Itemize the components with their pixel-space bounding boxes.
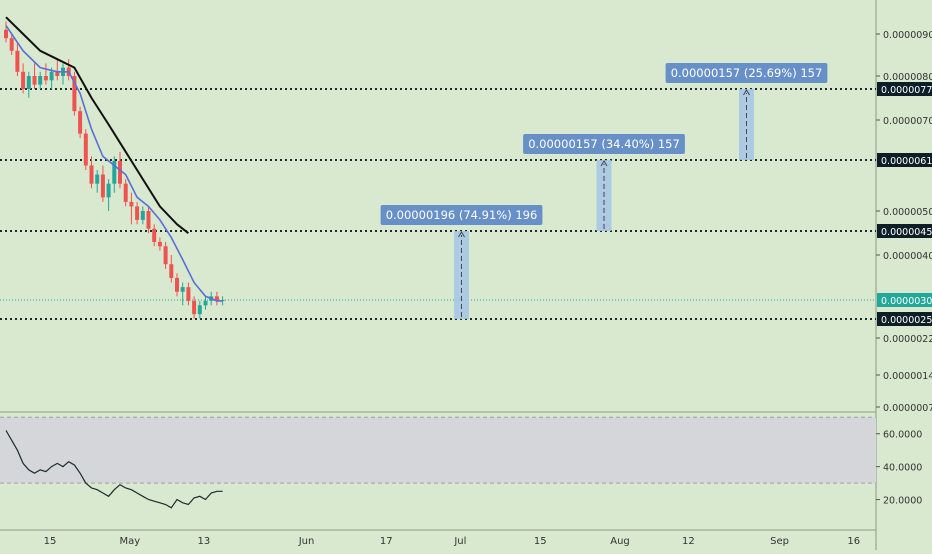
time-tick-label: 16 [847, 536, 860, 547]
candle-body [203, 300, 208, 306]
horizontal-levels[interactable] [0, 88, 876, 320]
level-price-badge [877, 312, 932, 326]
candle-body [135, 206, 140, 220]
time-tick-label: May [119, 536, 140, 547]
time-tick-label: Jul [453, 536, 466, 547]
candle-body [186, 287, 191, 301]
level-price-label: 0.00000302 [881, 296, 932, 307]
candle-body [140, 211, 145, 220]
level-price-label: 0.00000612 [881, 156, 932, 167]
rsi-band [0, 416, 876, 484]
candle-body [157, 241, 162, 247]
candle-body [106, 183, 111, 198]
rsi-line-path [5, 430, 223, 509]
candle-body [163, 246, 168, 265]
candle-body [152, 228, 157, 242]
rsi-tick-label: 40.0000 [883, 463, 922, 474]
time-tick-label: 15 [534, 536, 547, 547]
candle-body [9, 38, 14, 51]
candle-body [49, 71, 54, 81]
candle-body [32, 76, 37, 85]
candle-body [43, 76, 48, 81]
candle-body [72, 76, 77, 112]
rsi-band-fill [0, 417, 876, 484]
time-tick-label: 13 [198, 536, 211, 547]
candle-body [169, 264, 174, 278]
candle-body [146, 211, 151, 229]
time-tick-label: 15 [44, 536, 57, 547]
time-tick-label: Jun [298, 536, 315, 547]
candle-body [89, 165, 94, 184]
candle-body [197, 305, 202, 315]
ema-fast-line [5, 25, 223, 302]
candle-body [118, 160, 122, 184]
candle-body [4, 29, 8, 39]
candles [4, 21, 225, 319]
candle-body [83, 133, 88, 166]
candle-body [192, 300, 197, 315]
measure-arrow-head [458, 231, 465, 238]
candle-body [38, 76, 43, 85]
measure-label: 0.00000157 (34.40%) 157 [528, 137, 680, 151]
level-price-badge [877, 293, 932, 307]
candle-body [55, 71, 60, 76]
candle-body [129, 201, 134, 207]
time-axis[interactable]: 15 May 13 Jun 17 Jul 15 Aug 12 Sep 16 [44, 536, 860, 547]
rsi-line [5, 430, 223, 509]
candle-body [26, 76, 31, 89]
candle-body [123, 183, 128, 202]
candle-body [95, 174, 100, 184]
time-tick-label: Aug [610, 536, 630, 547]
candle-body [175, 277, 179, 292]
time-tick-label: 12 [682, 536, 695, 547]
measure-label: 0.00000196 (74.91%) 196 [386, 208, 538, 222]
level-price-label: 0.00000455 [881, 227, 932, 238]
candle-body [100, 174, 105, 198]
level-price-badge [877, 153, 932, 167]
measure-label: 0.00000157 (25.69%) 157 [671, 66, 823, 80]
candle-body [15, 50, 20, 72]
candle-body [214, 296, 219, 301]
ema-slow-line [5, 16, 190, 234]
candle-body [112, 160, 117, 184]
time-tick-label: Sep [770, 536, 789, 547]
measure-label-bg [523, 134, 685, 154]
candle-body [21, 71, 26, 89]
rsi-tick-label: 20.0000 [883, 496, 922, 507]
measure-arrow-head [743, 89, 750, 96]
rsi-tick-label: 60.0000 [883, 430, 922, 441]
time-tick-label: 17 [380, 536, 393, 547]
measure-arrow-head [600, 160, 608, 167]
measure-boxes[interactable]: 0.00000196 (74.91%) 196 0.00000157 (34.40… [380, 63, 828, 319]
level-price-badge [877, 224, 932, 238]
measure-label-bg [380, 205, 543, 225]
level-price-badge [877, 82, 932, 96]
measure-label-bg [665, 63, 828, 83]
moving-averages [5, 16, 223, 302]
candle-body [180, 287, 185, 292]
candle-body [78, 111, 83, 134]
level-price-label: 0.00000259 [881, 315, 932, 326]
